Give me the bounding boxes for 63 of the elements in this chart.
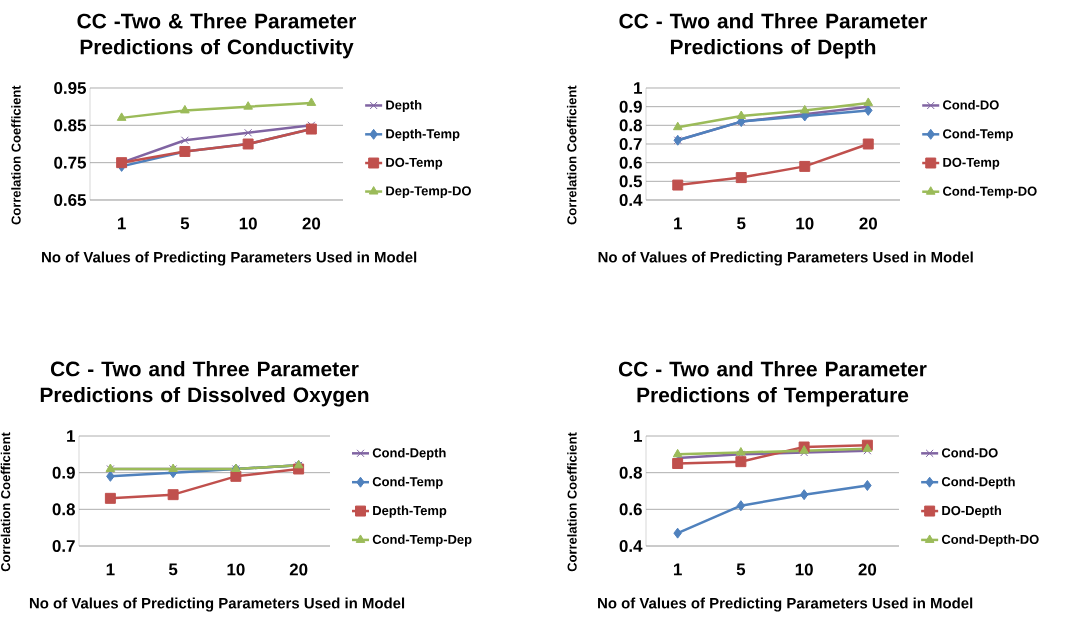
legend-label: DO-Depth	[942, 505, 1002, 518]
legend-label: Dep-Temp-DO	[386, 186, 471, 198]
y-tick-label: 1	[67, 430, 76, 442]
x-axis-title: No of Values of Predicting Parameters Used in Model	[598, 597, 973, 612]
x-tick-label: 5	[168, 563, 178, 576]
legend-label: Cond-Temp	[943, 128, 1013, 141]
x-tick-label: 20	[289, 563, 308, 576]
y-tick-label: 0.9	[619, 100, 642, 113]
chart-title: CC - Two and Three Parameter Predictions of Depth	[619, 13, 928, 59]
legend-label: Cond-DO	[943, 100, 999, 110]
y-axis-title: Correlation Coefficient	[11, 85, 21, 225]
legend-label: Depth	[386, 100, 422, 113]
x-tick-label: 10	[227, 563, 245, 576]
x-tick-label: 5	[736, 563, 746, 576]
x-tick-label: 10	[795, 563, 813, 576]
y-tick-label: 0.6	[619, 503, 642, 516]
y-tick-label: 0.8	[619, 466, 642, 479]
legend-label: Cond-Temp-DO	[943, 186, 1037, 199]
y-tick-label: 0.65	[54, 194, 87, 206]
legend-label: DO-Temp	[943, 157, 1000, 170]
legend-label: Depth-Temp	[386, 128, 460, 141]
y-tick-label: 0.75	[54, 156, 87, 169]
chart-title: CC - Two and Three Parameter Predictions of Dissolved Oxygen	[40, 361, 369, 407]
y-tick-label: 0.5	[619, 175, 643, 188]
chart-title: CC -Two & Three Parameter Predictions of Conductivity	[77, 13, 357, 59]
legend-label: Cond-Depth	[372, 447, 446, 460]
x-tick-label: 1	[673, 563, 682, 576]
y-tick-label: 0.4	[619, 540, 643, 552]
y-tick-label: 0.7	[52, 540, 75, 552]
x-tick-label: 10	[796, 217, 814, 230]
chart-title: CC - Two and Three Parameter Predictions of Temperature	[618, 361, 927, 407]
legend-label: Cond-Depth	[941, 476, 1015, 489]
y-axis-title: Correlation Coefficient	[566, 85, 577, 225]
x-tick-label: 5	[737, 217, 746, 230]
y-tick-label: 0.8	[52, 503, 75, 516]
legend-label: Cond-Temp	[372, 476, 443, 489]
y-tick-label: 0.8	[619, 119, 642, 132]
legend-label: Cond-Temp-Dep	[372, 534, 472, 547]
x-tick-label: 1	[117, 217, 126, 230]
x-tick-label: 20	[858, 563, 877, 576]
y-tick-label: 0.7	[619, 138, 642, 150]
x-axis-title: No of Values of Predicting Parameters Used in Model	[598, 251, 973, 266]
y-axis-title: Correlation Coefficient	[567, 432, 577, 572]
y-tick-label: 0.4	[619, 194, 643, 206]
x-tick-label: 10	[239, 217, 257, 230]
x-tick-label: 20	[859, 217, 877, 230]
y-tick-label: 0.6	[619, 156, 642, 169]
y-tick-label: 1	[634, 430, 643, 442]
x-tick-label: 1	[674, 217, 682, 230]
y-tick-label: 0.9	[52, 466, 75, 479]
x-tick-label: 20	[302, 217, 321, 230]
x-axis-title: No of Values of Predicting Parameters Used in Model	[29, 597, 405, 612]
y-tick-label: 0.95	[54, 82, 87, 94]
x-tick-label: 1	[106, 563, 115, 576]
x-axis-title: No of Values of Predicting Parameters Used in Model	[42, 251, 417, 266]
x-tick-label: 5	[180, 217, 190, 230]
legend-label: Cond-Depth-DO	[941, 534, 1039, 547]
y-axis-title: Correlation Coefficient	[0, 432, 11, 572]
y-tick-label: 0.85	[54, 119, 87, 132]
legend-label: DO-Temp	[386, 157, 443, 170]
legend-label: Cond-DO	[941, 447, 998, 458]
y-tick-label: 1	[634, 82, 643, 94]
legend-label: Depth-Temp	[373, 505, 447, 518]
